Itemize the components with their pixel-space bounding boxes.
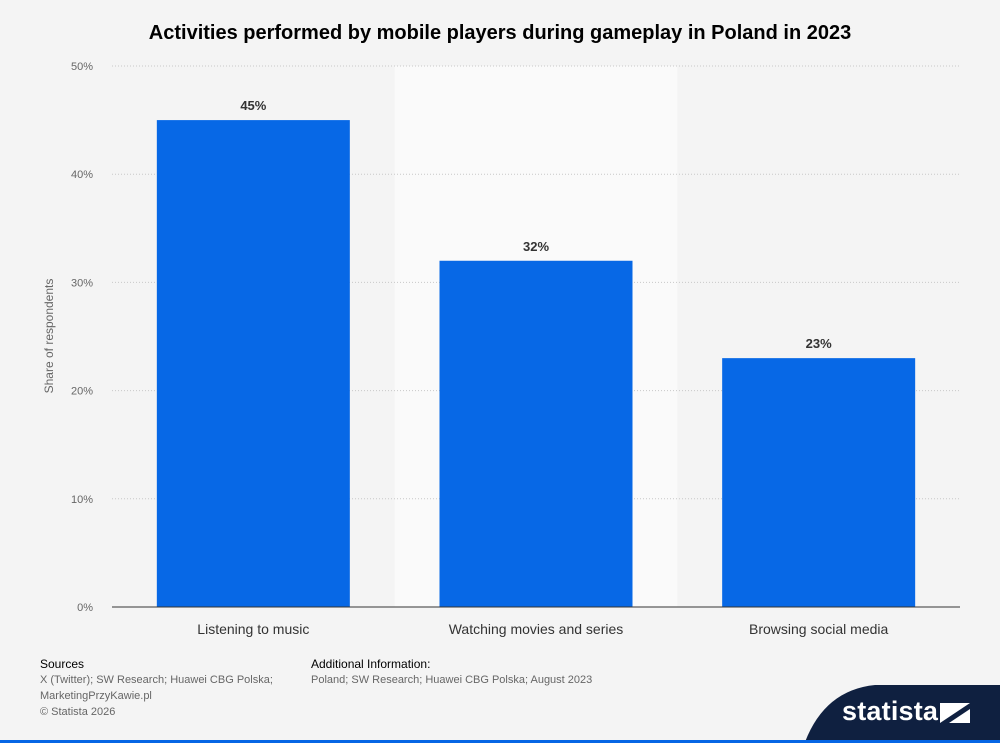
sources-heading: Sources [40, 657, 85, 671]
y-tick-label: 50% [71, 61, 93, 73]
bar-value-label: 32% [523, 239, 549, 254]
additional-info-heading: Additional Information: [311, 657, 431, 671]
y-tick-label: 30% [71, 277, 93, 289]
logo-background [805, 685, 1000, 742]
brand-accent-bar [0, 740, 1000, 743]
statista-logo[interactable]: statista [842, 696, 939, 726]
x-category-label: Listening to music [197, 621, 309, 637]
y-axis-title: Share of respondents [42, 279, 56, 394]
additional-info-text: Poland; SW Research; Huawei CBG Polska; … [311, 674, 593, 686]
additional-info-block: Additional Information: Poland; SW Resea… [311, 656, 592, 688]
sources-line-2: MarketingPrzyKawie.pl [40, 690, 152, 702]
x-category-label: Watching movies and series [449, 621, 624, 637]
sources-line-1: X (Twitter); SW Research; Huawei CBG Pol… [40, 674, 273, 686]
y-tick-label: 0% [77, 602, 93, 614]
y-tick-label: 40% [71, 169, 93, 181]
bar-1[interactable] [156, 120, 350, 607]
bar-chart: 0% 10% 20% 30% 40% 50% 45% Listening to music 3… [42, 61, 960, 637]
chart-title: Activities performed by mobile players d… [148, 22, 852, 44]
bar-value-label: 45% [240, 98, 266, 113]
bar-3[interactable] [722, 358, 916, 607]
statista-logo-mark-icon [940, 703, 970, 723]
x-category-label: Browsing social media [749, 621, 888, 637]
bar-value-label: 23% [806, 336, 832, 351]
sources-block: Sources X (Twitter); SW Research; Huawei… [40, 656, 273, 720]
y-tick-label: 10% [71, 494, 93, 506]
copyright: © Statista 2026 [40, 706, 116, 718]
bar-2[interactable] [439, 260, 633, 607]
y-tick-label: 20% [71, 386, 93, 398]
